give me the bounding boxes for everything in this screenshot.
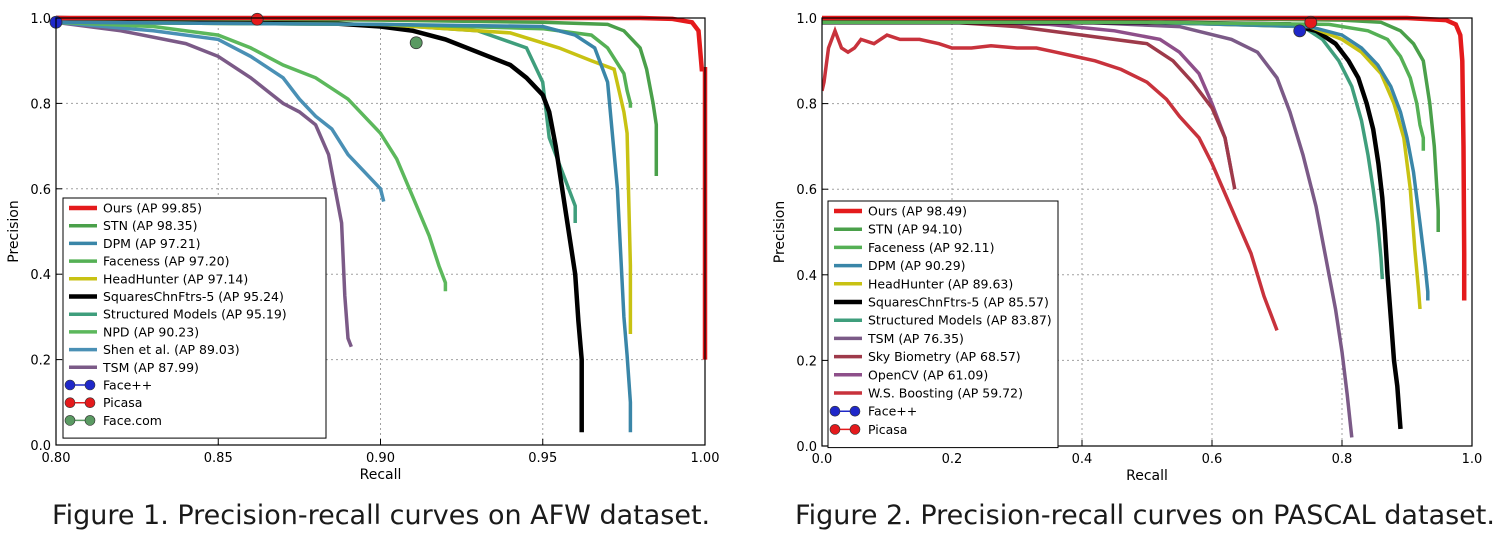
legend-marker-face [64, 379, 76, 391]
legend-label-headhunter: HeadHunter (AP 89.63) [868, 276, 1013, 291]
legend-label-shen-et-al: Shen et al. (AP 89.03) [103, 342, 240, 357]
y-tick-label: 0.0 [30, 439, 51, 454]
y-tick-label: 0.0 [796, 440, 817, 455]
x-tick-label: 0.90 [366, 451, 395, 466]
legend-label-faceness: Faceness (AP 92.11) [868, 240, 994, 255]
x-tick-label: 0.2 [942, 452, 963, 467]
x-axis-label: Recall [1126, 468, 1168, 484]
legend: Ours (AP 99.85) STN (AP 98.35) DPM (AP 97.… [62, 197, 327, 439]
x-tick-label: 1.00 [691, 451, 720, 466]
y-tick-label: 0.4 [796, 269, 817, 284]
legend-label-picasa: Picasa [868, 422, 907, 437]
y-tick-label: 0.2 [30, 354, 51, 369]
legend-label-structured-models: Structured Models (AP 83.87) [868, 313, 1052, 328]
series-line-shen-et-al [56, 20, 386, 203]
x-tick-label: 0.0 [812, 452, 833, 467]
series-line-tsm [56, 20, 353, 348]
legend-label-ours: Ours (AP 99.85) [103, 201, 202, 216]
series-line-squareschnftrs-5 [822, 20, 1403, 430]
x-tick-label: 0.95 [528, 451, 557, 466]
x-tick-label: 0.6 [1202, 452, 1223, 467]
x-axis-label: Recall [360, 467, 402, 483]
series-line-dpm [56, 20, 633, 433]
y-tick-label: 0.2 [796, 354, 817, 369]
point-picasa [250, 12, 264, 26]
legend-marker-picasa [829, 424, 841, 435]
x-tick-label: 0.4 [1072, 452, 1093, 467]
legend-label-w-s-boosting: W.S. Boosting (AP 59.72) [868, 386, 1023, 401]
legend-label-squareschnftrs-5: SquaresChnFtrs-5 (AP 95.24) [103, 289, 284, 304]
legend-label-dpm: DPM (AP 97.21) [103, 236, 201, 251]
afw-pr-chart: 0.80 0.85 0.90 0.95 1.00 0.0 0.2 0.4 0.6 0.8 1.0 Re… [6, 12, 720, 483]
series-line-dpm [822, 20, 1430, 301]
legend-label-dpm: DPM (AP 90.29) [868, 258, 966, 273]
x-tick-label: 1.0 [1462, 452, 1483, 467]
y-tick-label: 0.6 [30, 183, 51, 198]
series-line-faceness [822, 20, 1426, 151]
y-tick-label: 1.0 [796, 12, 817, 27]
legend-marker-face-com [64, 415, 76, 426]
legend-marker-picasa [64, 397, 76, 409]
legend-label-face: Face++ [103, 378, 152, 393]
y-tick-label: 0.8 [796, 98, 817, 113]
series-line-npd [56, 20, 448, 292]
series-line-squareschnftrs-5 [56, 15, 584, 433]
point-picasa [1304, 15, 1318, 29]
series-line-w-s-boosting [822, 25, 1279, 332]
x-tick-label: 0.80 [42, 451, 71, 466]
legend-label-squareschnftrs-5: SquaresChnFtrs-5 (AP 85.57) [868, 295, 1049, 310]
y-tick-label: 0.4 [30, 268, 51, 283]
legend-label-picasa: Picasa [103, 395, 142, 410]
y-axis-label: Precision [6, 200, 22, 262]
y-axis-label: Precision [772, 201, 788, 263]
y-tick-label: 0.6 [796, 183, 817, 198]
figure-2-caption: Figure 2. Precision-recall curves on PAS… [795, 500, 1495, 531]
legend-label-faceness: Faceness (AP 97.20) [103, 254, 229, 269]
legend-label-opencv: OpenCV (AP 61.09) [868, 367, 988, 382]
pascal-pr-chart: 0.0 0.2 0.4 0.6 0.8 1.0 0.0 0.2 0.4 0.6 0.8 1.0 Reca… [772, 12, 1483, 484]
plot-frame [821, 17, 1473, 447]
x-tick-label: 0.8 [1332, 452, 1353, 467]
legend-label-npd: NPD (AP 90.23) [103, 324, 199, 339]
legend-label-stn: STN (AP 94.10) [868, 222, 963, 237]
series-line-sky-biometry [822, 20, 1237, 190]
legend-label-sky-biometry: Sky Biometry (AP 68.57) [868, 349, 1021, 364]
legend-marker-face [829, 405, 841, 417]
point-face [1293, 24, 1307, 38]
legend-label-face: Face++ [868, 404, 917, 419]
x-tick-label: 0.85 [204, 451, 233, 466]
figure-1-caption: Figure 1. Precision-recall curves on AFW… [52, 500, 711, 531]
legend-label-headhunter: HeadHunter (AP 97.14) [103, 271, 248, 286]
legend-label-tsm: TSM (AP 76.35) [867, 331, 964, 346]
y-tick-label: 1.0 [30, 12, 51, 27]
series-line-tsm [822, 20, 1354, 438]
point-face-com [409, 36, 423, 50]
legend-label-tsm: TSM (AP 87.99) [102, 360, 199, 375]
legend-label-stn: STN (AP 98.35) [103, 218, 198, 233]
legend: Ours (AP 98.49) STN (AP 94.10) Faceness (A… [827, 200, 1059, 449]
series-line-stn [56, 16, 659, 176]
y-tick-label: 0.8 [30, 97, 51, 112]
legend-label-face-com: Face.com [103, 413, 162, 428]
legend-label-structured-models: Structured Models (AP 95.19) [103, 307, 287, 322]
plot-frame [55, 17, 706, 446]
legend-label-ours: Ours (AP 98.49) [868, 204, 967, 219]
